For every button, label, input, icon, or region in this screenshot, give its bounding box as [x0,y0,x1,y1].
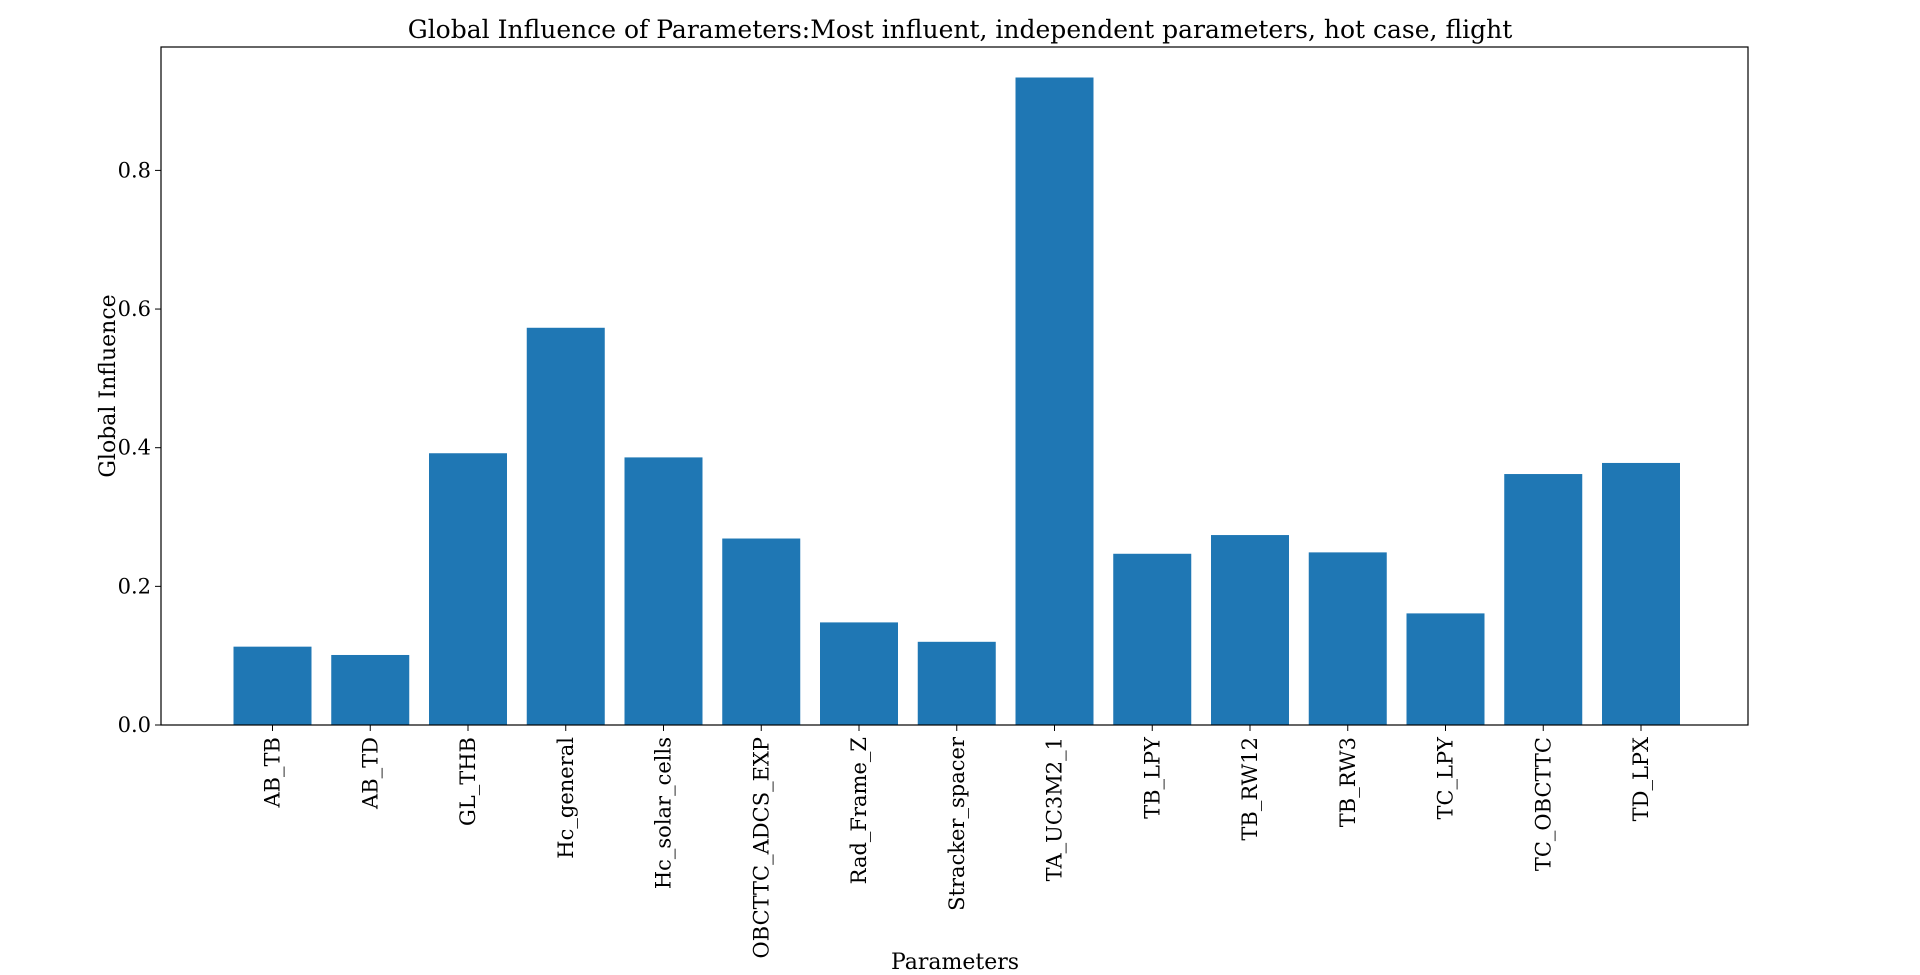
x-tick-label: Hc_general [554,737,578,859]
y-tick-label: 0.6 [118,297,151,321]
x-axis-ticks: AB_TB AB_TD GL_THB Hc_general Hc_solar_cells… [261,725,1653,958]
bars-group [233,77,1680,725]
bar-rad-frame-z [820,622,898,725]
bar-stracker-spacer [917,641,996,725]
x-tick-label: Hc_solar_cells [652,737,676,889]
bar-ab-td [331,654,410,725]
bar-hc-general [526,327,605,725]
x-tick-label: TC_OBCTTC [1531,737,1555,871]
x-tick-label: TC_LPY [1434,736,1458,820]
bar-tc-lpy [1406,613,1485,725]
y-tick-label: 0.4 [118,436,151,460]
x-tick-label: Rad_Frame_Z [847,737,871,884]
x-tick-label: TB_LPY [1140,736,1164,819]
plot-frame [160,46,1749,726]
bar-gl-thb [429,453,507,725]
bar-td-lpx [1602,462,1680,725]
bar-tc-obcttc [1504,474,1583,725]
x-tick-label: OBCTTC_ADCS_EXP [749,737,773,958]
y-axis-label: Global Influence [96,294,121,477]
bar-ta-uc3m2-1 [1015,77,1094,725]
bar-obcttc-adcs-exp [722,538,801,725]
bar-hc-solar-cells [624,457,703,725]
x-tick-label: TB_RW3 [1336,737,1360,827]
x-axis-label: Parameters [891,950,1019,975]
y-axis-ticks: 0.0 0.2 0.4 0.6 0.8 [118,158,161,737]
x-tick-label: GL_THB [456,737,480,826]
x-tick-label: AB_TB [261,737,285,809]
x-tick-label: Stracker_spacer [945,736,969,911]
bar-tb-rw3 [1308,552,1387,725]
x-tick-label: TA_UC3M2_1 [1043,737,1067,881]
x-tick-label: TD_LPX [1629,737,1653,821]
x-tick-label: AB_TD [358,737,382,810]
chart-title: Global Influence of Parameters:Most infl… [408,15,1513,44]
bar-ab-tb [233,646,312,725]
y-tick-label: 0.0 [118,713,151,737]
y-tick-label: 0.8 [118,158,151,182]
x-tick-label: TB_RW12 [1238,737,1262,841]
y-tick-label: 0.2 [118,574,151,598]
bar-tb-rw12 [1211,535,1289,725]
bar-tb-lpy [1113,553,1192,725]
